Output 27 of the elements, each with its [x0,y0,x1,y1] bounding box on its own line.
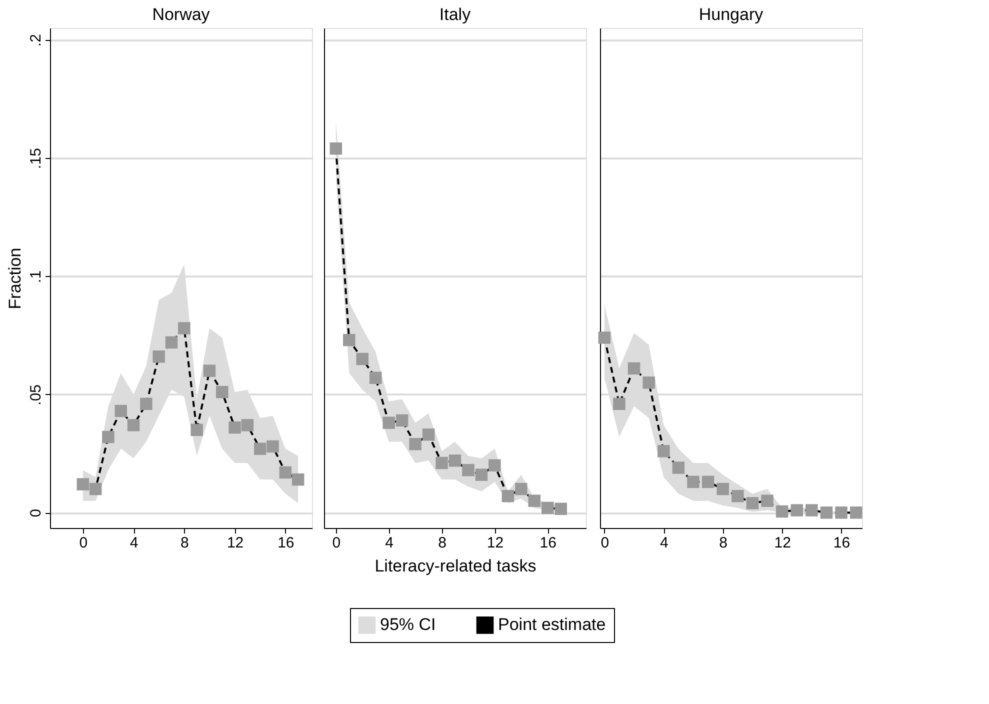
x-tick-label: 4 [385,534,394,552]
legend-label: Point estimate [498,615,606,634]
y-tick-label: .1 [28,270,44,283]
x-tick-label: 12 [226,534,244,552]
x-tick-label: 8 [719,534,728,552]
x-tick-label: 12 [774,534,791,552]
x-tick-label: 0 [332,534,341,552]
x-tick-label: 16 [278,534,294,552]
y-tick-label: .05 [28,384,44,406]
y-tick-label: .2 [28,34,44,47]
x-tick-label: 0 [600,534,610,552]
chart-title: Italy [439,5,472,24]
x-axis-title: Literacy-related tasks [374,556,536,576]
chart-title: Hungary [698,5,764,24]
x-tick-label: 16 [540,534,556,552]
y-axis-title: Fraction [6,248,24,310]
x-tick-label: 4 [660,534,668,552]
x-tick-label: 8 [438,534,446,552]
y-tick-label: 0 [28,508,44,518]
x-tick-label: 0 [79,534,88,552]
x-tick-label: 16 [833,534,850,552]
x-tick-label: 12 [486,534,504,552]
y-tick-label: .15 [28,148,44,169]
x-tick-label: 4 [130,534,138,552]
legend-label: 95% CI [380,615,436,634]
x-tick-label: 8 [180,534,189,552]
chart-title: Norway [152,5,210,24]
